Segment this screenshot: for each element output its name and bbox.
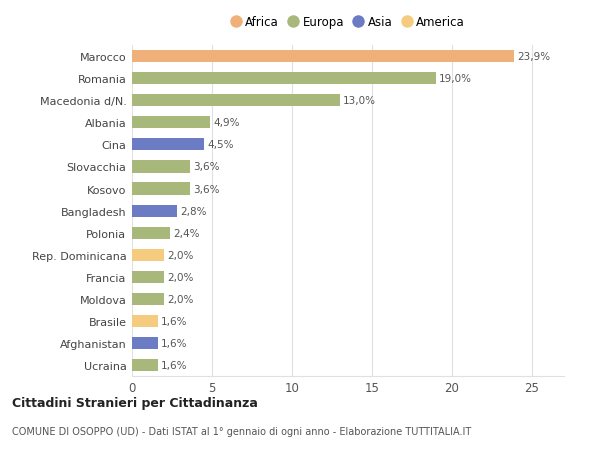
Text: 13,0%: 13,0%	[343, 96, 376, 106]
Text: Cittadini Stranieri per Cittadinanza: Cittadini Stranieri per Cittadinanza	[12, 396, 258, 409]
Bar	[132, 95, 340, 107]
Legend: Africa, Europa, Asia, America: Africa, Europa, Asia, America	[227, 13, 469, 33]
Text: 1,6%: 1,6%	[161, 338, 187, 348]
Text: 2,0%: 2,0%	[167, 250, 194, 260]
Bar	[132, 249, 164, 261]
Bar	[132, 117, 211, 129]
Text: 2,0%: 2,0%	[167, 294, 194, 304]
Text: 1,6%: 1,6%	[161, 316, 187, 326]
Bar	[132, 315, 158, 327]
Text: COMUNE DI OSOPPO (UD) - Dati ISTAT al 1° gennaio di ogni anno - Elaborazione TUT: COMUNE DI OSOPPO (UD) - Dati ISTAT al 1°…	[12, 426, 471, 436]
Text: 4,5%: 4,5%	[207, 140, 234, 150]
Bar	[132, 73, 436, 85]
Text: 3,6%: 3,6%	[193, 162, 220, 172]
Bar	[132, 139, 204, 151]
Bar	[132, 51, 514, 63]
Text: 23,9%: 23,9%	[518, 52, 551, 62]
Bar	[132, 183, 190, 195]
Text: 2,0%: 2,0%	[167, 272, 194, 282]
Text: 2,8%: 2,8%	[180, 206, 206, 216]
Bar	[132, 337, 158, 349]
Bar	[132, 205, 177, 217]
Text: 19,0%: 19,0%	[439, 74, 472, 84]
Text: 3,6%: 3,6%	[193, 184, 220, 194]
Text: 4,9%: 4,9%	[214, 118, 240, 128]
Text: 1,6%: 1,6%	[161, 360, 187, 370]
Bar	[132, 293, 164, 305]
Bar	[132, 161, 190, 173]
Bar	[132, 227, 170, 239]
Text: 2,4%: 2,4%	[173, 228, 200, 238]
Bar	[132, 359, 158, 371]
Bar	[132, 271, 164, 283]
